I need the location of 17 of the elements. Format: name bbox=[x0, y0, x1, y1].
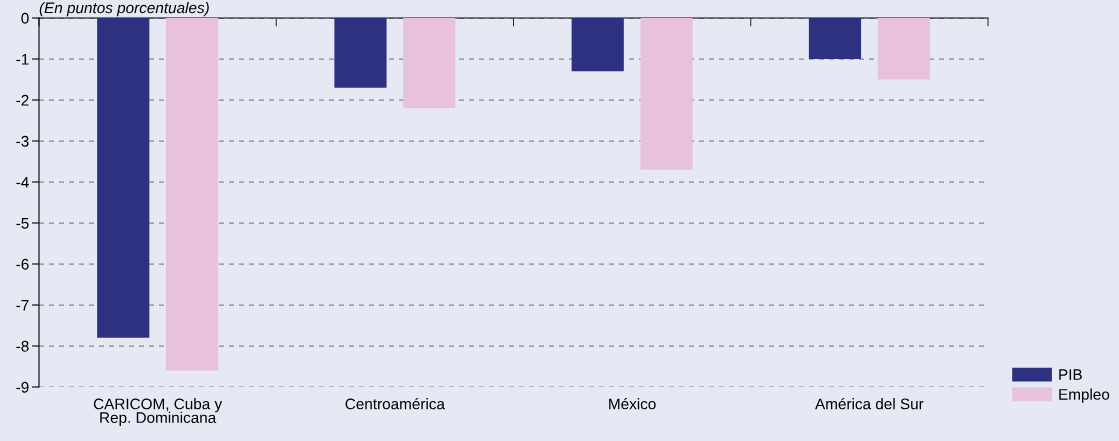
y-tick-label: -7 bbox=[16, 300, 29, 311]
chart-subtitle: (En puntos porcentuales) bbox=[39, 2, 209, 17]
y-tick-label: -6 bbox=[16, 258, 29, 270]
y-tick-label: -3 bbox=[16, 135, 29, 147]
y-tick-label: -1 bbox=[16, 54, 29, 65]
legend-label: Empleo bbox=[1059, 388, 1110, 403]
y-tick-label: -9 bbox=[16, 381, 29, 393]
x-tick-label: Centroamérica bbox=[345, 397, 445, 410]
y-tick-label: -5 bbox=[16, 218, 29, 229]
x-tick-label: México bbox=[609, 397, 656, 410]
x-tick-label: América del Sur bbox=[815, 397, 924, 410]
legend-label: PIB bbox=[1059, 369, 1082, 380]
y-tick-label: -8 bbox=[16, 340, 29, 352]
y-tick-label: -4 bbox=[16, 177, 29, 188]
y-tick-label: 0 bbox=[21, 12, 29, 24]
x-tick-label: CARICOM, Cuba y Rep. Dominicana bbox=[93, 398, 223, 427]
y-tick-label: -2 bbox=[16, 94, 29, 106]
